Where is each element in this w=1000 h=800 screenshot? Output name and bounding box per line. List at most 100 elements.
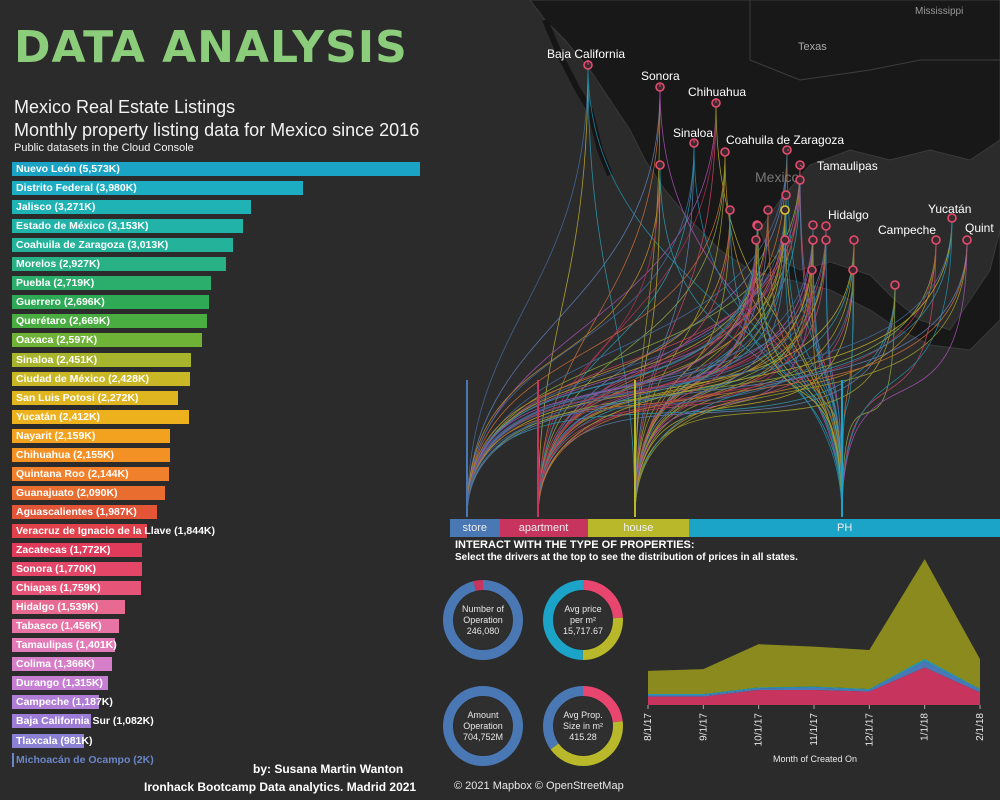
- state-marker[interactable]: [780, 235, 790, 245]
- state-marker[interactable]: [725, 205, 735, 215]
- property-type-store[interactable]: store: [450, 519, 500, 537]
- bar-row[interactable]: Nayarit (2,159K): [12, 428, 442, 443]
- state-marker[interactable]: [751, 235, 761, 245]
- bar[interactable]: [12, 695, 99, 710]
- state-marker[interactable]: [821, 235, 831, 245]
- area-series[interactable]: [648, 660, 980, 697]
- bar[interactable]: [12, 523, 147, 538]
- bar-row[interactable]: Coahuila de Zaragoza (3,013K): [12, 238, 442, 253]
- kpi-donut[interactable]: Amount Operation 704,752M: [441, 684, 525, 768]
- state-marker[interactable]: [807, 265, 817, 275]
- bar-row[interactable]: Querétaro (2,669K): [12, 314, 442, 329]
- bar-row[interactable]: Aguascalientes (1,987K): [12, 504, 442, 519]
- bar[interactable]: [12, 276, 212, 291]
- bar-row[interactable]: Ciudad de México (2,428K): [12, 371, 442, 386]
- area-series[interactable]: [648, 559, 980, 695]
- bar-row[interactable]: Tlaxcala (981K): [12, 733, 442, 748]
- bar[interactable]: [12, 352, 192, 367]
- bar[interactable]: [12, 619, 119, 634]
- state-marker[interactable]: [753, 221, 763, 231]
- bar-row[interactable]: Baja California Sur (1,082K): [12, 714, 442, 729]
- bar-row[interactable]: Oaxaca (2,597K): [12, 333, 442, 348]
- bar[interactable]: [12, 485, 165, 500]
- bar[interactable]: [12, 657, 112, 672]
- bar-row[interactable]: Colima (1,366K): [12, 657, 442, 672]
- bar[interactable]: [12, 447, 170, 462]
- kpi-donut[interactable]: Avg price per m² 15,717.67: [541, 578, 625, 662]
- bar-row[interactable]: Guanajuato (2,090K): [12, 485, 442, 500]
- area-series[interactable]: [648, 667, 980, 706]
- property-type-ph[interactable]: PH: [689, 519, 1000, 537]
- bar-row[interactable]: Quintana Roo (2,144K): [12, 466, 442, 481]
- bar[interactable]: [12, 543, 142, 557]
- state-marker[interactable]: [795, 175, 805, 185]
- bar-row[interactable]: Chiapas (1,759K): [12, 581, 442, 596]
- state-marker[interactable]: [931, 235, 941, 245]
- state-marker[interactable]: [849, 235, 859, 245]
- bar[interactable]: [12, 504, 158, 519]
- bar[interactable]: [12, 600, 125, 615]
- bar-row[interactable]: Estado de México (3,153K): [12, 219, 442, 234]
- kpi-donut[interactable]: Number of Operation 246,080: [441, 578, 525, 662]
- state-marker[interactable]: [781, 190, 791, 200]
- state-marker[interactable]: [655, 160, 665, 170]
- bar-row[interactable]: Zacatecas (1,772K): [12, 543, 442, 557]
- bar[interactable]: [12, 181, 304, 196]
- bar-row[interactable]: Tabasco (1,456K): [12, 619, 442, 634]
- bar-row[interactable]: Veracruz de Ignacio de la Llave (1,844K): [12, 523, 442, 538]
- bar-row[interactable]: San Luis Potosí (2,272K): [12, 390, 442, 405]
- bar[interactable]: [12, 466, 169, 481]
- bar[interactable]: [12, 733, 84, 748]
- state-marker[interactable]: [720, 147, 730, 157]
- bar[interactable]: [12, 295, 210, 310]
- bar-row[interactable]: Morelos (2,927K): [12, 257, 442, 272]
- bar-row[interactable]: Hidalgo (1,539K): [12, 600, 442, 615]
- bar[interactable]: [12, 333, 203, 348]
- state-marker[interactable]: [890, 280, 900, 290]
- bar[interactable]: [12, 676, 109, 691]
- bar-row[interactable]: Distrito Federal (3,980K): [12, 181, 442, 196]
- bar[interactable]: [12, 562, 142, 577]
- bar[interactable]: [12, 219, 243, 234]
- bar-row[interactable]: Campeche (1,187K): [12, 695, 442, 710]
- bar[interactable]: [12, 409, 189, 424]
- bar-row[interactable]: Nuevo León (5,573K): [12, 162, 442, 176]
- state-marker[interactable]: [962, 235, 972, 245]
- bar[interactable]: [12, 371, 190, 386]
- bar-row[interactable]: Sonora (1,770K): [12, 562, 442, 577]
- state-marker[interactable]: [780, 205, 790, 215]
- state-marker[interactable]: [947, 213, 957, 223]
- bar[interactable]: [12, 752, 14, 767]
- bar[interactable]: [12, 257, 227, 272]
- bar-row[interactable]: Yucatán (2,412K): [12, 409, 442, 424]
- bar-row[interactable]: Durango (1,315K): [12, 676, 442, 691]
- bar[interactable]: [12, 314, 208, 329]
- mexico-map[interactable]: Mississippi Texas Mexico Baja California Son…: [450, 0, 1000, 520]
- bar[interactable]: [12, 714, 92, 729]
- bar[interactable]: [12, 581, 141, 596]
- state-marker[interactable]: [821, 221, 831, 231]
- monthly-area-chart[interactable]: 8/1/17 9/1/17 10/1/17 11/1/17 12/1/17 1/1/18 2…: [640, 555, 1000, 770]
- state-marker[interactable]: [848, 265, 858, 275]
- bar[interactable]: [12, 200, 252, 215]
- state-bar-chart[interactable]: Nuevo León (5,573K) Distrito Federal (3,9…: [12, 162, 442, 772]
- property-type-apartment[interactable]: apartment: [499, 519, 588, 537]
- bar-row[interactable]: Michoacán de Ocampo (2K): [12, 752, 442, 767]
- bar-row[interactable]: Puebla (2,719K): [12, 276, 442, 291]
- bar-row[interactable]: Chihuahua (2,155K): [12, 447, 442, 462]
- kpi-donut[interactable]: Avg Prop. Size in m² 415.28: [541, 684, 625, 768]
- state-marker[interactable]: [808, 220, 818, 230]
- state-marker[interactable]: [808, 235, 818, 245]
- bar[interactable]: [12, 428, 171, 443]
- bar-row[interactable]: Tamaulipas (1,401K): [12, 638, 442, 653]
- property-type-selector[interactable]: store apartment house PH: [450, 519, 1000, 537]
- bar-row[interactable]: Guerrero (2,696K): [12, 295, 442, 310]
- bar-row[interactable]: Sinaloa (2,451K): [12, 352, 442, 367]
- property-type-house[interactable]: house: [587, 519, 690, 537]
- bar[interactable]: [12, 162, 420, 176]
- bar[interactable]: [12, 638, 115, 653]
- bar[interactable]: [12, 390, 179, 405]
- state-marker[interactable]: [763, 205, 773, 215]
- bar-row[interactable]: Jalisco (3,271K): [12, 200, 442, 215]
- bar[interactable]: [12, 238, 233, 253]
